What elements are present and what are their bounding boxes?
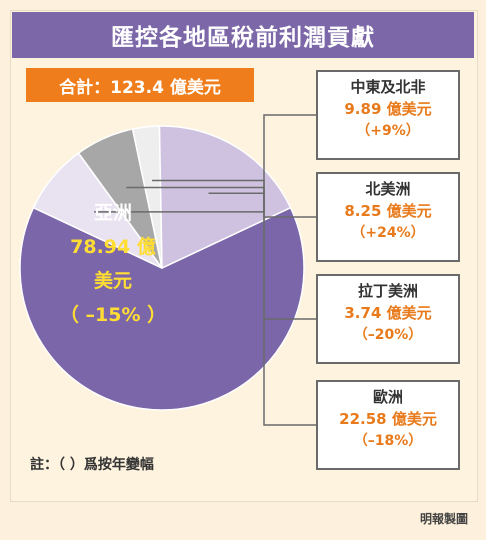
callout-name: 拉丁美洲 [357,282,418,300]
callout-europe: 歐洲 22.58 億美元 （–18%） [316,380,460,470]
asia-value-line2: 美元 [93,270,132,292]
callout-north-america: 北美洲 8.25 億美元 （+24%） [316,172,460,262]
callout-name: 北美洲 [365,180,411,198]
callout-change: （–20%） [353,327,423,343]
callout-middle-east: 中東及北非 9.89 億美元 （+9%） [316,70,460,160]
asia-name: 亞洲 [93,202,132,224]
callout-name: 歐洲 [372,388,403,406]
callout-change: （+24%） [351,225,425,241]
callout-value: 9.89 億美元 [344,100,432,118]
credit: 明報製圖 [419,512,468,526]
pie-slice-4 [158,125,292,270]
total-badge: 合計：123.4 億美元 [26,68,254,102]
asia-change: （ –15% ） [59,304,167,326]
callout-change: （–18%） [353,433,423,449]
callout-change: （+9%） [356,123,420,139]
callout-value: 3.74 億美元 [344,304,432,322]
callout-value: 22.58 億美元 [339,410,437,428]
chart-title: 匯控各地區稅前利潤貢獻 [12,12,474,58]
callout-name: 中東及北非 [350,78,426,96]
leader-line-4 [208,192,316,426]
leader-line-1 [94,114,316,213]
callout-value: 8.25 億美元 [344,202,432,220]
asia-slice-label: 亞洲 78.94 億 美元 （ –15% ） [48,196,178,332]
asia-value-line1: 78.94 億 [70,236,156,258]
pie-slice-0 [19,206,305,411]
callout-latin-america: 拉丁美洲 3.74 億美元 （–20%） [316,274,460,364]
footnote: 註：（ ）爲按年變幅 [30,457,154,473]
